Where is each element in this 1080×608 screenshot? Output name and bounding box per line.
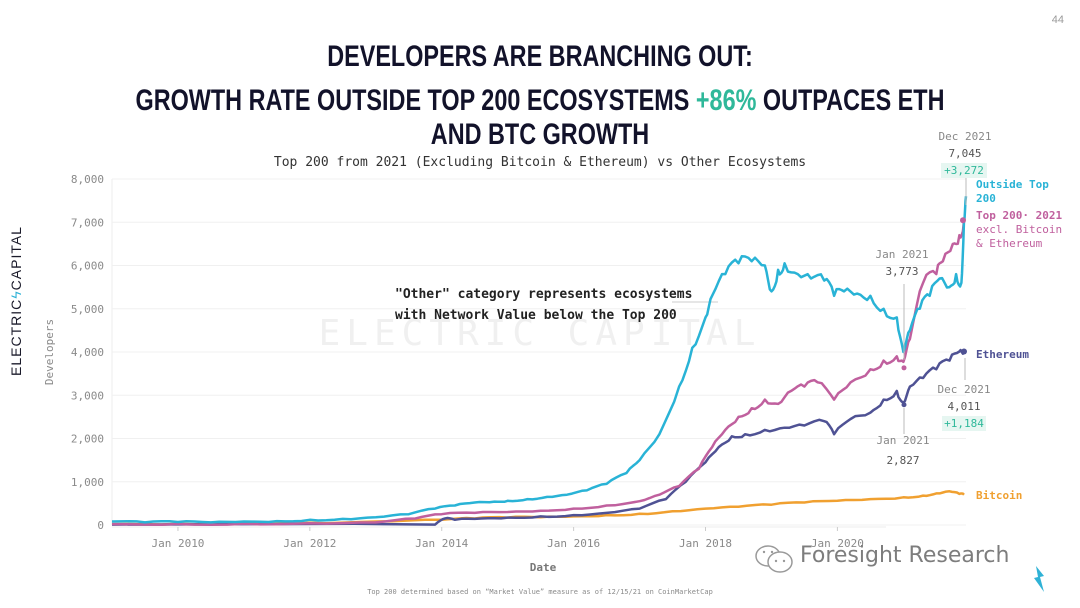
x-axis-ticks: Jan 2010 Jan 2012 Jan 2014 Jan 2016 Jan 2018…: [151, 527, 864, 550]
series-line-ethereum: [111, 348, 966, 526]
series-line-outside-top-200: [111, 196, 968, 524]
series-line-top-200-2021-excl-bitcoin-ethereum: [111, 220, 966, 527]
x-tick-label: Jan 2016: [547, 537, 600, 550]
callout-otp-dec-change-bg: [941, 163, 987, 178]
callout-otp-jan-date: Jan 2021: [876, 248, 929, 261]
x-tick-label: Jan 2018: [679, 537, 732, 550]
callout-eth-dec-value: 4,011: [947, 400, 980, 413]
callout-otp-dec-change: +3,272: [944, 164, 984, 177]
series-label: 200: [976, 192, 996, 205]
series-lines: [111, 196, 968, 527]
category-note: "Other" category represents ecosystems w…: [395, 287, 718, 323]
y-axis-ticks: 0 1,000 2,000 3,000 4,000 5,000 6,000 7,000 8,00…: [71, 173, 104, 532]
callout-otp-jan-value: 3,773: [885, 265, 918, 278]
series-label: excl. Bitcoin: [976, 223, 1062, 236]
series-label: Outside Top: [976, 178, 1049, 191]
x-tick-label: Jan 2014: [415, 537, 468, 550]
marker-ethereum-jan-2021: [901, 402, 907, 408]
footnote: Top 200 determined based on “Market Valu…: [367, 588, 713, 596]
marker-top-200-dec-2021: [960, 217, 966, 224]
callout-otp-dec-value: 7,045: [948, 147, 981, 160]
callout-eth-dec-date: Dec 2021: [938, 383, 991, 396]
series-label: Top 200· 2021: [976, 209, 1062, 222]
callout-eth-dec-change: +1,184: [944, 417, 984, 430]
series-label: Bitcoin: [976, 489, 1022, 502]
y-tick-label: 8,000: [71, 173, 104, 186]
callout-eth-dec-change-bg: [942, 416, 986, 431]
y-tick-label: 4,000: [71, 346, 104, 359]
note-line-1: "Other" category represents ecosystems: [395, 287, 692, 302]
y-tick-label: 5,000: [71, 303, 104, 316]
x-tick-label: Jan 2010: [151, 537, 204, 550]
series-label: Ethereum: [976, 348, 1029, 361]
chart-title: Top 200 from 2021 (Excluding Bitcoin & E…: [274, 155, 806, 170]
x-axis-label: Date: [530, 561, 557, 574]
note-line-2: with Network Value below the Top 200: [395, 308, 677, 323]
title-text-post: OUTPACES ETH AND BTC GROWTH: [430, 84, 945, 151]
x-tick-label: Jan 2020: [811, 537, 864, 550]
callout-eth-jan-date: Jan 2021: [877, 434, 930, 447]
title-accent-growth: +86%: [695, 84, 757, 117]
marker-top-200-jan-2021: [901, 365, 907, 371]
x-tick-label: Jan 2012: [283, 537, 336, 550]
series-line-bitcoin: [111, 490, 965, 526]
page-number: 44: [1051, 14, 1064, 26]
callout-eth-jan-value: 2,827: [886, 454, 919, 467]
title-text-pre: GROWTH RATE OUTSIDE TOP 200 ECOSYSTEMS: [135, 84, 696, 117]
y-tick-label: 3,000: [71, 389, 104, 402]
y-tick-label: 6,000: [71, 260, 104, 273]
slide-title-line2: GROWTH RATE OUTSIDE TOP 200 ECOSYSTEMS +…: [119, 84, 961, 152]
y-axis-label: Developers: [43, 319, 56, 385]
marker-ethereum-dec-2021: [961, 348, 967, 355]
slide-title-line1: DEVELOPERS ARE BRANCHING OUT:: [327, 40, 753, 73]
chart-watermark-text: ELECTRIC CAPITAL: [319, 313, 762, 354]
y-tick-label: 2,000: [71, 433, 104, 446]
series-label: & Ethereum: [976, 237, 1043, 250]
watermark-text: Foresight Research: [800, 543, 1010, 568]
y-tick-label: 0: [97, 519, 104, 532]
grid-lines: [111, 178, 966, 528]
callout-otp-dec-date: Dec 2021: [939, 130, 992, 143]
lightning-bolt-icon: [1034, 566, 1044, 592]
callouts: Dec 2021 7,045 +3,272 Jan 2021 3,773 Dec…: [876, 130, 992, 467]
y-tick-label: 1,000: [71, 476, 104, 489]
y-tick-label: 7,000: [71, 216, 104, 229]
wechat-icon: [755, 545, 793, 573]
